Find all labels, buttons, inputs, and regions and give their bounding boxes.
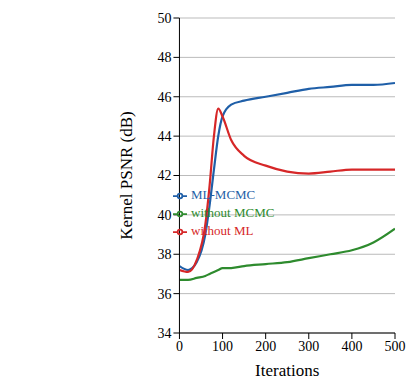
svg-text:500: 500 bbox=[385, 339, 406, 354]
html-text:without ML: without ML bbox=[191, 223, 254, 238]
svg-text:200: 200 bbox=[255, 339, 276, 354]
svg-text:40: 40 bbox=[157, 208, 171, 223]
svg-text:50: 50 bbox=[157, 11, 171, 26]
svg-text:48: 48 bbox=[157, 50, 171, 65]
svg-text:38: 38 bbox=[157, 247, 171, 262]
svg-text:46: 46 bbox=[157, 90, 171, 105]
svg-text:44: 44 bbox=[157, 129, 171, 144]
svg-text:42: 42 bbox=[157, 168, 171, 183]
html-text:ML-MCMC: ML-MCMC bbox=[191, 187, 256, 202]
svg-text:34: 34 bbox=[157, 326, 171, 341]
svg-text:300: 300 bbox=[298, 339, 319, 354]
svg-text:Iterations: Iterations bbox=[255, 361, 319, 380]
svg-text:100: 100 bbox=[212, 339, 233, 354]
svg-text:0: 0 bbox=[176, 339, 183, 354]
svg-text:36: 36 bbox=[157, 287, 171, 302]
html-text:without MCMC: without MCMC bbox=[191, 205, 275, 220]
svg-text:Kernel PSNR (dB): Kernel PSNR (dB) bbox=[117, 111, 136, 239]
svg-text:400: 400 bbox=[341, 339, 362, 354]
